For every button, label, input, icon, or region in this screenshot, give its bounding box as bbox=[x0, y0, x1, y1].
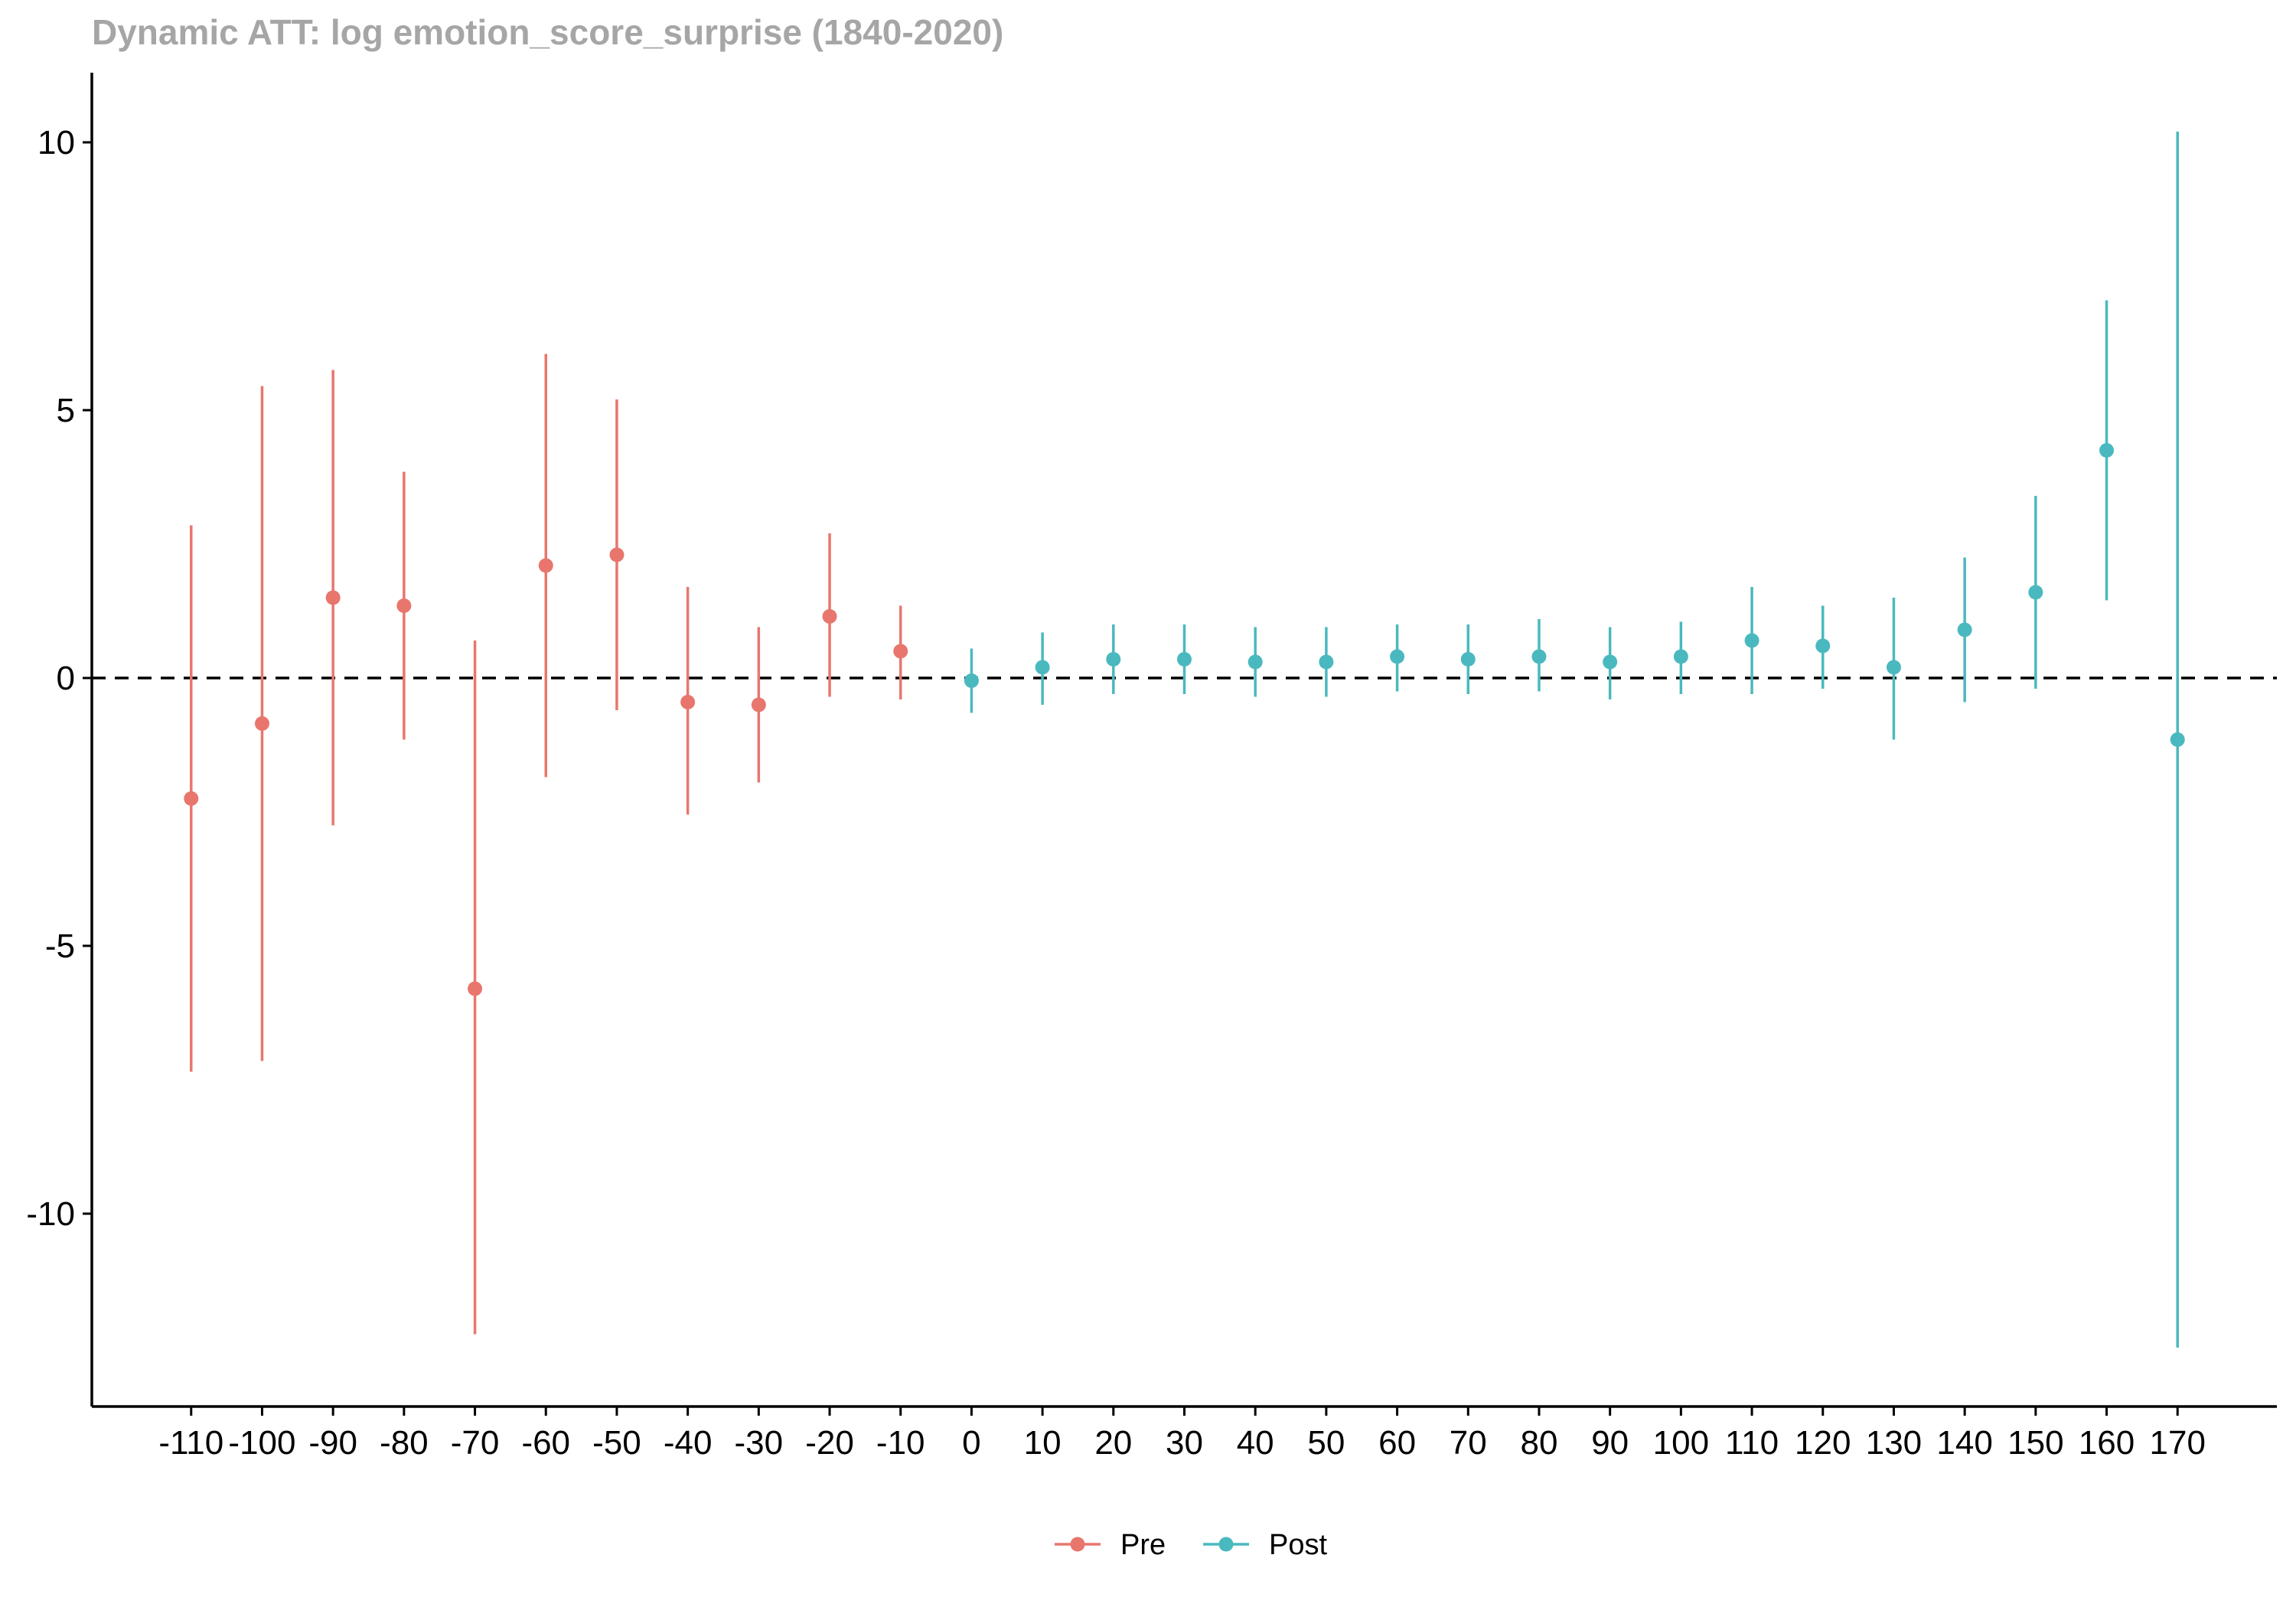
x-tick-label: 70 bbox=[1450, 1424, 1487, 1462]
data-point bbox=[1886, 660, 1901, 675]
x-tick-label: 140 bbox=[1936, 1424, 1992, 1462]
data-point bbox=[1744, 633, 1760, 648]
x-tick-label: 150 bbox=[2007, 1424, 2063, 1462]
data-point bbox=[2170, 732, 2185, 747]
y-tick-label: -10 bbox=[26, 1195, 75, 1233]
data-point bbox=[1957, 622, 1972, 637]
y-tick-label: 5 bbox=[57, 392, 75, 429]
x-tick-label: -50 bbox=[592, 1424, 641, 1462]
data-point bbox=[1815, 638, 1831, 654]
x-tick-label: -10 bbox=[876, 1424, 925, 1462]
x-tick-label: 160 bbox=[2079, 1424, 2135, 1462]
data-point bbox=[609, 547, 625, 562]
x-tick-label: 130 bbox=[1866, 1424, 1922, 1462]
data-point bbox=[964, 673, 979, 688]
chart-title: Dynamic ATT: log emotion_score_surprise … bbox=[92, 12, 1003, 52]
data-point bbox=[1247, 654, 1263, 670]
data-point bbox=[538, 558, 553, 573]
x-tick-label: 120 bbox=[1795, 1424, 1851, 1462]
x-tick-label: 90 bbox=[1591, 1424, 1629, 1462]
legend-label: Post bbox=[1269, 1529, 1327, 1561]
x-tick-label: 30 bbox=[1166, 1424, 1203, 1462]
data-point bbox=[1531, 649, 1547, 664]
x-tick-label: 100 bbox=[1653, 1424, 1709, 1462]
data-point bbox=[1603, 654, 1618, 670]
x-tick-label: -80 bbox=[380, 1424, 429, 1462]
data-point bbox=[468, 981, 483, 996]
data-point bbox=[1177, 652, 1192, 667]
data-point bbox=[2028, 585, 2043, 600]
legend-item-pre: Pre bbox=[1055, 1529, 1166, 1561]
data-point bbox=[822, 609, 837, 624]
data-point bbox=[1390, 649, 1405, 664]
y-tick-label: 10 bbox=[38, 124, 75, 161]
x-tick-label: 60 bbox=[1378, 1424, 1416, 1462]
data-point bbox=[1673, 649, 1688, 664]
data-point bbox=[751, 697, 766, 712]
x-tick-label: 50 bbox=[1307, 1424, 1345, 1462]
data-point bbox=[680, 695, 696, 709]
x-tick-label: 110 bbox=[1725, 1424, 1779, 1462]
data-point bbox=[893, 644, 908, 659]
x-tick-label: 170 bbox=[2150, 1424, 2206, 1462]
y-tick-label: -5 bbox=[45, 927, 75, 965]
x-tick-label: -20 bbox=[805, 1424, 854, 1462]
x-tick-label: -90 bbox=[308, 1424, 357, 1462]
x-tick-label: 0 bbox=[962, 1424, 980, 1462]
legend-key-point bbox=[1070, 1537, 1085, 1552]
legend-item-post: Post bbox=[1203, 1529, 1327, 1561]
data-point bbox=[1106, 652, 1121, 667]
data-point bbox=[1035, 660, 1050, 675]
x-tick-label: -70 bbox=[451, 1424, 500, 1462]
data-point bbox=[1319, 654, 1334, 670]
x-tick-label: 20 bbox=[1094, 1424, 1132, 1462]
x-tick-label: -100 bbox=[228, 1424, 295, 1462]
data-point bbox=[184, 791, 199, 806]
x-tick-label: 10 bbox=[1024, 1424, 1062, 1462]
x-tick-label: 80 bbox=[1520, 1424, 1557, 1462]
legend-label: Pre bbox=[1120, 1529, 1166, 1561]
y-tick-label: 0 bbox=[57, 660, 75, 697]
series-pre bbox=[184, 354, 908, 1335]
x-tick-label: -60 bbox=[521, 1424, 570, 1462]
data-point bbox=[1460, 652, 1476, 667]
legend: Pre Post bbox=[1055, 1529, 1327, 1561]
legend-key-point bbox=[1218, 1537, 1234, 1552]
x-tick-label: -110 bbox=[158, 1424, 223, 1462]
series-post bbox=[964, 132, 2185, 1348]
data-point bbox=[396, 598, 412, 613]
x-tick-label: 40 bbox=[1237, 1424, 1274, 1462]
x-tick-label: -40 bbox=[664, 1424, 713, 1462]
x-tick-label: -30 bbox=[735, 1424, 784, 1462]
data-point bbox=[254, 716, 269, 731]
data-point bbox=[325, 590, 341, 605]
data-point bbox=[2099, 443, 2115, 458]
